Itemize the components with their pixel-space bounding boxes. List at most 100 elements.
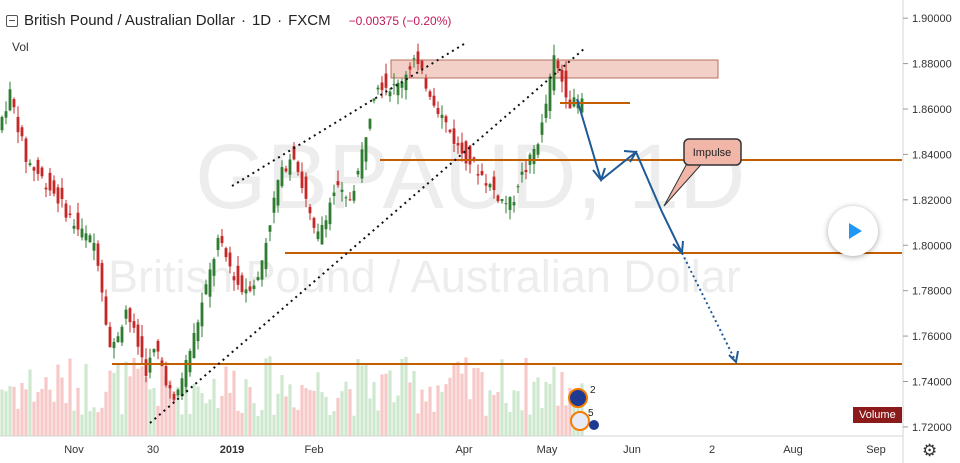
volume-bar: [148, 389, 152, 436]
gear-icon[interactable]: ⚙: [922, 441, 938, 460]
volume-bar: [156, 405, 160, 436]
time-tick-label: 2019: [220, 444, 244, 456]
candle-body: [144, 359, 148, 376]
impulse-callout[interactable]: Impulse: [663, 138, 742, 207]
volume-bar: [124, 361, 128, 436]
candle-body: [252, 285, 256, 289]
collapse-icon[interactable]: [6, 14, 18, 27]
volume-bar: [136, 368, 140, 436]
volume-bar: [28, 369, 32, 436]
candle-body: [128, 308, 132, 323]
volume-bar: [532, 381, 536, 436]
price-axis[interactable]: 1.90000 1.88000 1.86000 1.84000 1.82000 1.800…: [903, 13, 952, 434]
candle-body: [516, 186, 520, 188]
volume-bar: [8, 386, 12, 436]
volume-bar: [332, 410, 336, 436]
volume-bar: [336, 397, 340, 436]
volume-bar: [312, 390, 316, 436]
candle-body: [300, 171, 304, 188]
candle-body: [204, 284, 208, 295]
event-badges[interactable]: 2 5: [568, 385, 599, 431]
volume-bar: [500, 359, 504, 436]
price-tick-label: 1.74000: [912, 377, 952, 389]
candle-body: [568, 99, 572, 109]
candle-body: [140, 336, 144, 358]
volume-bar: [356, 359, 360, 436]
volume-bar: [408, 382, 412, 436]
volume-bar: [552, 366, 556, 436]
candle-body: [36, 159, 40, 174]
flag-gb-icon: [570, 411, 590, 431]
volume-bar: [484, 415, 488, 436]
volume-bar: [512, 390, 516, 436]
volume-bar: [44, 377, 48, 436]
candle-body: [416, 51, 420, 64]
candle-body: [360, 149, 364, 179]
volume-bar: [468, 399, 472, 436]
time-tick-label: Sep: [866, 444, 886, 456]
candle-body: [264, 242, 268, 270]
volume-bar: [316, 372, 320, 436]
candle-body: [168, 385, 172, 389]
candle-body: [556, 60, 560, 69]
volume-bar: [352, 415, 356, 436]
price-tick-label: 1.78000: [912, 286, 952, 298]
candle-body: [440, 114, 444, 118]
volume-bar: [496, 392, 500, 436]
volume-bar: [68, 358, 72, 436]
volume-bar: [24, 389, 28, 436]
candle-body: [436, 108, 440, 114]
candle-body: [60, 187, 64, 200]
projection-arrows[interactable]: [576, 98, 739, 365]
candle-body: [380, 82, 384, 91]
candle-body: [80, 228, 84, 238]
volume-bar: [404, 356, 408, 436]
candle-body: [424, 78, 428, 89]
candle-body: [348, 199, 352, 201]
candle-body: [540, 122, 544, 135]
volume-bar: [4, 391, 8, 436]
candle-body: [464, 141, 468, 164]
candle-body: [324, 220, 328, 230]
candle-body: [368, 118, 372, 129]
volume-bar: [344, 381, 348, 436]
candle-body: [404, 74, 408, 91]
volume-bar: [116, 363, 120, 436]
candle-body: [188, 351, 192, 373]
price-tick-label: 1.86000: [912, 104, 952, 116]
volume-bar: [544, 382, 548, 436]
volume-bar: [400, 359, 404, 436]
play-button[interactable]: [828, 206, 878, 256]
candle-body: [172, 393, 176, 400]
volume-bar: [196, 386, 200, 436]
candle-body: [88, 235, 92, 243]
volume-bar: [320, 392, 324, 436]
candle-body: [352, 190, 356, 201]
candle-body: [124, 309, 128, 319]
candle-body: [164, 366, 168, 386]
candle-body: [372, 98, 376, 101]
interval[interactable]: 1D: [251, 12, 272, 29]
candle-body: [288, 159, 292, 175]
candle-body: [0, 116, 4, 131]
price-tick-label: 1.84000: [912, 149, 952, 161]
volume-bar: [448, 377, 452, 436]
candle-body: [488, 184, 492, 188]
time-tick-label: Nov: [64, 444, 84, 456]
volume-bar: [376, 410, 380, 436]
candle-body: [496, 195, 500, 202]
volume-indicator-label[interactable]: Vol: [12, 40, 29, 54]
candle-body: [176, 389, 180, 396]
volume-bar: [132, 357, 136, 436]
volume-bar: [212, 378, 216, 436]
candle-body: [112, 341, 116, 349]
time-axis[interactable]: Nov 30 2019 Feb Apr May Jun 2 Aug Sep: [64, 444, 886, 456]
symbol-name[interactable]: British Pound / Australian Dollar: [24, 12, 235, 29]
candle-body: [504, 203, 508, 205]
candle-body: [560, 69, 564, 82]
candle-body: [492, 176, 496, 191]
candle-body: [216, 237, 220, 251]
impulse-label: Impulse: [693, 147, 732, 159]
price-tick-label: 1.90000: [912, 13, 952, 25]
